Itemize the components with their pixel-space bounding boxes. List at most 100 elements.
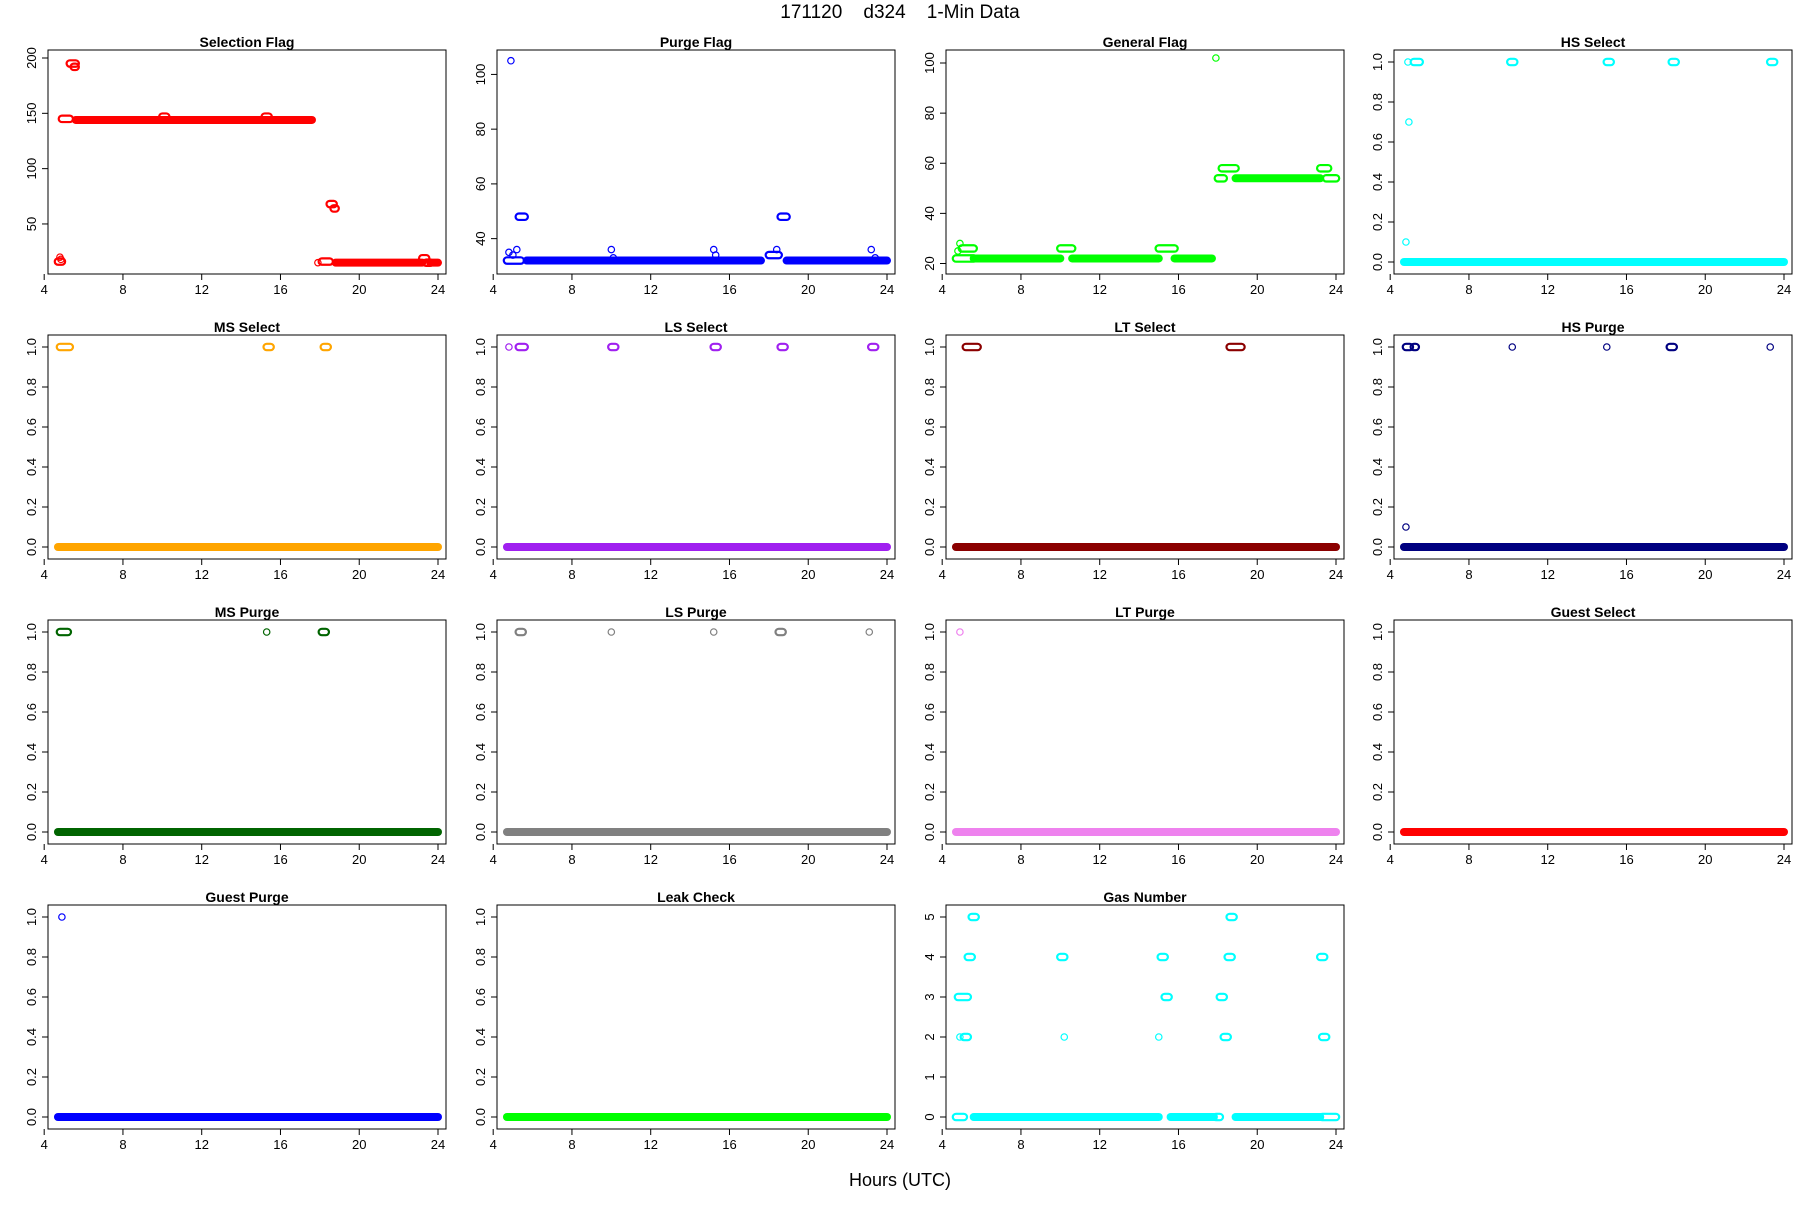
data-cluster — [65, 59, 80, 68]
x-tick-label: 4 — [1387, 852, 1394, 867]
y-axis: 0.0 0.2 0.4 0.6 0.8 1.0 — [24, 338, 48, 556]
plot-frame — [945, 904, 1345, 1130]
panel-title: HS Select — [1561, 34, 1626, 50]
panel-title: Guest Select — [1551, 604, 1636, 620]
y-tick-label: 0.4 — [922, 458, 937, 476]
y-tick-label: 0.2 — [24, 783, 39, 801]
data-cluster — [514, 627, 528, 637]
x-tick-label: 20 — [801, 282, 815, 297]
panel-title: Selection Flag — [200, 34, 295, 50]
data-cluster — [317, 627, 331, 637]
y-axis: 0.0 0.2 0.4 0.6 0.8 1.0 — [1370, 623, 1394, 841]
data-point — [505, 343, 513, 351]
x-tick-label: 8 — [119, 1137, 126, 1152]
x-axis: 4 8 12 16 20 24 — [490, 1129, 894, 1152]
x-tick-label: 16 — [722, 852, 736, 867]
data-cluster — [421, 258, 435, 267]
x-tick-label: 20 — [1250, 1137, 1264, 1152]
series-hs-purge — [1399, 342, 1788, 551]
x-axis: 4 8 12 16 20 24 — [41, 844, 445, 867]
panel-ls-purge: LS Purge 4 8 12 16 20 24 0.0 0.2 0.4 0.6 0.8 1.0 — [473, 604, 896, 867]
y-tick-label: 0.0 — [1370, 538, 1385, 556]
y-tick-label: 0.2 — [473, 498, 488, 516]
data-point — [865, 628, 874, 636]
y-tick-label: 1.0 — [922, 338, 937, 356]
data-cluster — [764, 250, 784, 260]
plot-frame — [1393, 49, 1793, 275]
x-tick-label: 20 — [352, 567, 366, 582]
x-tick-label: 24 — [431, 282, 445, 297]
y-tick-label: 0.4 — [24, 743, 39, 761]
plot-frame — [47, 334, 447, 560]
y-tick-label: 0.0 — [24, 823, 39, 841]
panel-ms-purge: MS Purge 4 8 12 16 20 24 0.0 0.2 0.4 0.6 0.8 1.0 — [24, 604, 447, 867]
y-tick-label: 0.2 — [922, 498, 937, 516]
data-cluster — [1223, 952, 1236, 962]
y-tick-label: 60 — [922, 156, 937, 170]
y-tick-label: 60 — [473, 177, 488, 191]
y-tick-label: 0.4 — [922, 743, 937, 761]
panel-title: Purge Flag — [660, 34, 732, 50]
data-point — [609, 253, 618, 262]
x-axis: 4 8 12 16 20 24 — [939, 559, 1343, 582]
data-cluster — [329, 204, 340, 213]
y-tick-label: 2 — [922, 1033, 937, 1040]
y-tick-label: 200 — [24, 47, 39, 69]
data-point — [1060, 1033, 1069, 1041]
panel-title: HS Purge — [1561, 319, 1624, 335]
x-tick-label: 16 — [1171, 852, 1185, 867]
x-tick-label: 20 — [1250, 567, 1264, 582]
x-tick-label: 24 — [431, 852, 445, 867]
y-tick-label: 100 — [24, 158, 39, 180]
y-axis: 20 40 60 80 100 — [922, 52, 946, 271]
x-tick-label: 8 — [568, 282, 575, 297]
y-tick-label: 0.4 — [1370, 173, 1385, 191]
x-tick-label: 24 — [1329, 567, 1343, 582]
data-cluster — [607, 342, 620, 352]
y-tick-label: 3 — [922, 993, 937, 1000]
x-tick-label: 4 — [939, 1137, 946, 1152]
x-tick-label: 20 — [1250, 282, 1264, 297]
y-tick-label: 0.4 — [473, 743, 488, 761]
panel-ms-select: MS Select 4 8 12 16 20 24 0.0 0.2 0.4 0.6 0.8 1.0 — [24, 319, 447, 582]
x-tick-label: 4 — [490, 567, 497, 582]
x-tick-label: 16 — [273, 1137, 287, 1152]
panel-hs-purge: HS Purge 4 8 12 16 20 24 0.0 0.2 0.4 0.6 0.8 1.0 — [1370, 319, 1793, 582]
x-tick-label: 24 — [1329, 1137, 1343, 1152]
data-point — [262, 628, 271, 636]
y-axis: 50 100 150 200 — [24, 47, 48, 231]
y-tick-label: 0.2 — [473, 783, 488, 801]
panel-title: LS Select — [664, 319, 727, 335]
y-tick-label: 0.8 — [1370, 663, 1385, 681]
plot-frame — [47, 619, 447, 845]
x-tick-label: 8 — [1465, 567, 1472, 582]
y-tick-label: 1 — [922, 1073, 937, 1080]
panel-title: LT Purge — [1115, 604, 1175, 620]
y-tick-label: 0.8 — [473, 378, 488, 396]
data-cluster — [1765, 57, 1779, 67]
x-tick-label: 12 — [1092, 567, 1106, 582]
y-tick-label: 0.2 — [922, 783, 937, 801]
data-cluster — [1315, 163, 1333, 173]
x-tick-label: 20 — [1698, 282, 1712, 297]
y-tick-label: 0.2 — [1370, 783, 1385, 801]
y-tick-label: 1.0 — [1370, 53, 1385, 71]
data-cluster — [1219, 1032, 1233, 1042]
plot-frame — [1393, 334, 1793, 560]
x-tick-label: 16 — [1619, 567, 1633, 582]
x-tick-label: 20 — [352, 852, 366, 867]
series-ls-purge — [502, 627, 891, 836]
y-tick-label: 0.0 — [922, 538, 937, 556]
data-cluster — [709, 342, 722, 352]
x-tick-label: 20 — [1698, 567, 1712, 582]
y-tick-label: 0.8 — [24, 378, 39, 396]
data-cluster — [1160, 992, 1173, 1002]
x-tick-label: 24 — [1329, 852, 1343, 867]
data-cluster — [776, 212, 791, 222]
y-tick-label: 5 — [922, 913, 937, 920]
series-gas-number — [951, 912, 1341, 1122]
x-tick-label: 20 — [801, 1137, 815, 1152]
x-tick-label: 12 — [1540, 282, 1554, 297]
x-tick-label: 16 — [722, 567, 736, 582]
y-tick-label: 0.4 — [24, 458, 39, 476]
